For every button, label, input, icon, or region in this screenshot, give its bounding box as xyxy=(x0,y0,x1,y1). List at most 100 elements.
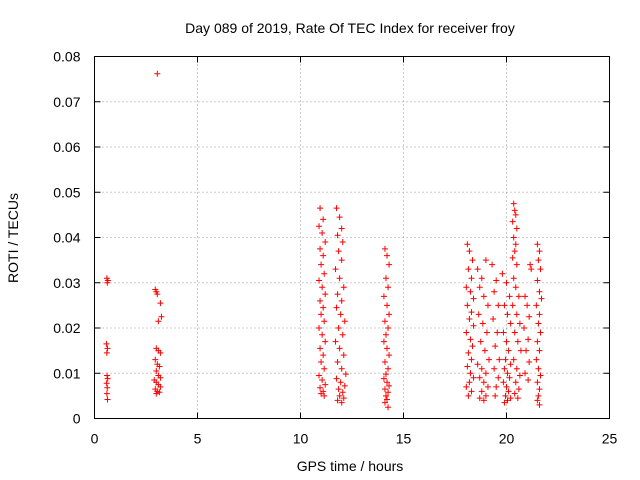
data-point xyxy=(321,392,328,399)
y-tick-label: 0.07 xyxy=(53,94,80,110)
data-point xyxy=(482,257,489,264)
data-point xyxy=(466,248,473,255)
data-point xyxy=(341,318,348,325)
data-point xyxy=(538,295,545,302)
data-point xyxy=(516,320,523,327)
data-point xyxy=(332,266,339,273)
data-point xyxy=(386,311,393,318)
data-point xyxy=(504,397,511,404)
data-point xyxy=(512,284,519,291)
data-point xyxy=(334,291,341,298)
data-point xyxy=(502,392,509,399)
axis-ticks xyxy=(94,56,610,419)
data-point xyxy=(104,384,111,391)
data-point xyxy=(320,352,327,359)
y-tick-label: 0 xyxy=(73,411,81,427)
data-point xyxy=(384,302,391,309)
data-point xyxy=(510,234,517,241)
data-point xyxy=(523,347,530,354)
data-point xyxy=(104,345,111,352)
data-point xyxy=(342,371,349,378)
data-point xyxy=(463,284,470,291)
data-point xyxy=(522,293,529,300)
x-tick-label: 10 xyxy=(293,431,309,447)
data-point xyxy=(480,379,487,386)
data-point xyxy=(514,395,521,402)
data-point xyxy=(332,338,339,345)
data-point xyxy=(316,223,323,230)
data-point xyxy=(510,200,517,207)
data-point xyxy=(513,311,520,318)
data-point xyxy=(524,302,531,309)
data-point xyxy=(337,379,344,386)
data-point xyxy=(153,367,160,374)
data-point xyxy=(495,374,502,381)
data-point xyxy=(104,396,111,403)
data-point xyxy=(318,311,325,318)
data-point xyxy=(506,374,513,381)
data-point xyxy=(467,370,474,377)
data-point xyxy=(505,347,512,354)
data-point xyxy=(337,311,344,318)
data-point xyxy=(338,365,345,372)
data-point xyxy=(536,347,543,354)
data-point xyxy=(335,325,342,331)
data-point xyxy=(503,383,510,390)
data-point xyxy=(468,309,475,316)
data-point xyxy=(492,343,499,350)
data-point xyxy=(510,275,517,282)
data-point xyxy=(536,288,543,295)
data-point xyxy=(321,318,328,325)
data-point xyxy=(503,279,510,286)
data-point xyxy=(385,389,392,396)
data-point xyxy=(534,241,541,248)
data-point xyxy=(537,372,544,379)
data-point xyxy=(537,329,544,336)
data-point xyxy=(338,297,345,304)
data-point xyxy=(501,399,508,406)
data-point xyxy=(385,365,392,372)
data-point xyxy=(104,279,111,286)
data-point xyxy=(386,382,393,389)
data-point xyxy=(534,338,541,345)
data-point xyxy=(321,365,328,372)
y-tick-label: 0.08 xyxy=(53,49,80,65)
data-point xyxy=(480,293,487,300)
data-point xyxy=(512,379,519,386)
data-point xyxy=(320,304,327,311)
data-point xyxy=(507,320,514,327)
data-point xyxy=(511,248,518,255)
data-point xyxy=(317,245,324,252)
data-point xyxy=(386,261,393,268)
data-point xyxy=(536,386,543,393)
data-point xyxy=(503,338,510,345)
data-point xyxy=(537,266,544,273)
data-point xyxy=(506,293,513,300)
data-point xyxy=(384,396,391,403)
data-point xyxy=(526,358,533,365)
data-point xyxy=(318,390,325,397)
data-point xyxy=(500,379,507,386)
data-point xyxy=(478,388,485,395)
data-point xyxy=(510,356,517,363)
data-point xyxy=(495,302,502,309)
data-point xyxy=(154,70,161,77)
data-point xyxy=(491,365,498,372)
data-point xyxy=(504,370,511,377)
data-point xyxy=(535,392,542,399)
data-point xyxy=(382,392,389,399)
grid xyxy=(94,56,610,419)
data-point xyxy=(465,392,472,399)
data-point xyxy=(384,345,391,352)
data-point xyxy=(511,329,518,336)
data-point xyxy=(319,331,326,338)
x-tick-label: 20 xyxy=(499,431,515,447)
data-point xyxy=(499,270,506,277)
data-point xyxy=(382,331,389,338)
data-point xyxy=(536,248,543,255)
data-point xyxy=(158,313,165,320)
data-point xyxy=(319,284,326,291)
data-point xyxy=(509,254,516,261)
data-point xyxy=(333,304,340,311)
data-point xyxy=(153,390,160,397)
